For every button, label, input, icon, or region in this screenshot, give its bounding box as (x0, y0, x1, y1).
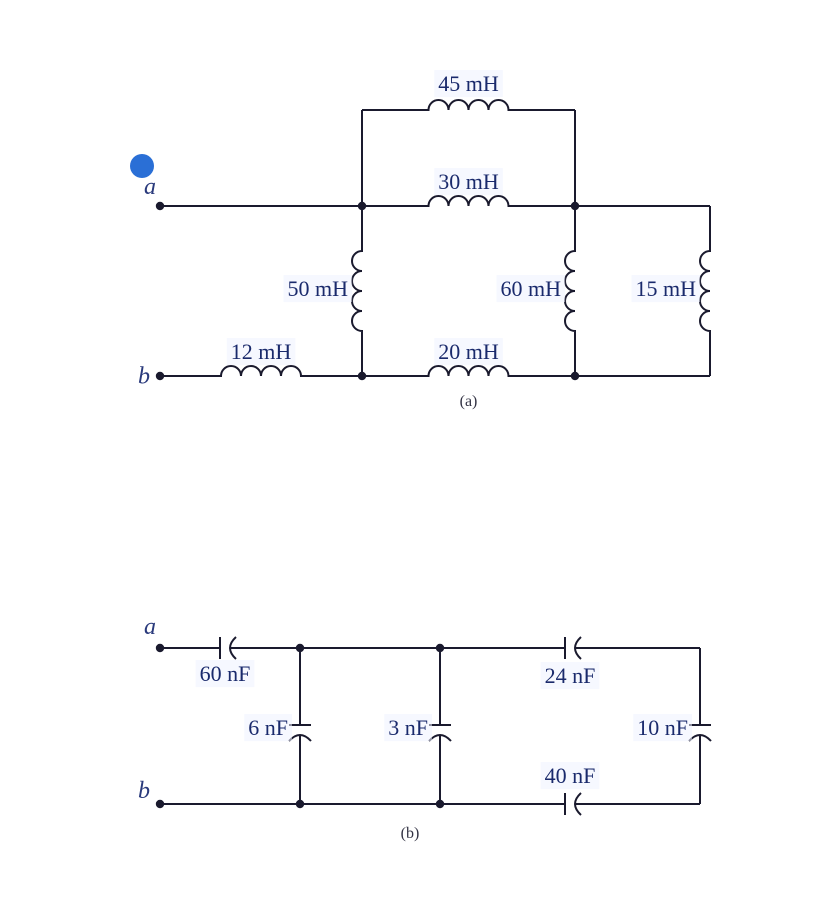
svg-text:40 nF: 40 nF (545, 763, 596, 788)
label-L50: 50 mH (284, 275, 353, 302)
svg-text:50 mH: 50 mH (288, 276, 349, 301)
subcaption-a: (a) (460, 393, 478, 410)
label-C3: 3 nF (384, 714, 432, 741)
label-L60: 60 mH (497, 275, 566, 302)
terminal-b-label: b (138, 364, 150, 390)
svg-text:10 nF: 10 nF (637, 715, 688, 740)
svg-text:15 mH: 15 mH (636, 276, 697, 301)
svg-text:60 nF: 60 nF (200, 661, 251, 686)
label-C40: 40 nF (541, 762, 600, 789)
circuit-a: a b 45 mH 30 mH 50 mH 60 mH 15 mH 12 mH 20 mH (a) (130, 70, 710, 410)
svg-text:12 mH: 12 mH (231, 339, 292, 364)
svg-text:3 nF: 3 nF (388, 715, 428, 740)
subcaption-b: (b) (401, 825, 420, 842)
svg-text:24 nF: 24 nF (545, 663, 596, 688)
label-C24: 24 nF (541, 662, 600, 689)
label-C10: 10 nF (633, 714, 692, 741)
label-C6: 6 nF (244, 714, 292, 741)
terminal-a-label-b: a (144, 614, 156, 640)
label-L12: 12 mH (227, 338, 296, 365)
svg-text:20 mH: 20 mH (438, 339, 499, 364)
label-L20: 20 mH (434, 338, 503, 365)
svg-text:45 mH: 45 mH (438, 71, 499, 96)
svg-text:6 nF: 6 nF (248, 715, 288, 740)
circuit-b: a b 60 nF 6 nF 3 nF 24 nF 10 nF 40 nF (b) (138, 614, 711, 842)
label-L45: 45 mH (434, 70, 503, 97)
terminal-a-label: a (144, 174, 156, 200)
svg-text:30 mH: 30 mH (438, 169, 499, 194)
svg-text:60 mH: 60 mH (501, 276, 562, 301)
label-L30: 30 mH (434, 168, 503, 195)
figure: a b 45 mH 30 mH 50 mH 60 mH 15 mH 12 mH 20 mH (a)… (0, 0, 822, 904)
label-L15: 15 mH (632, 275, 701, 302)
label-C60: 60 nF (196, 660, 255, 687)
terminal-b-label-b: b (138, 778, 150, 804)
